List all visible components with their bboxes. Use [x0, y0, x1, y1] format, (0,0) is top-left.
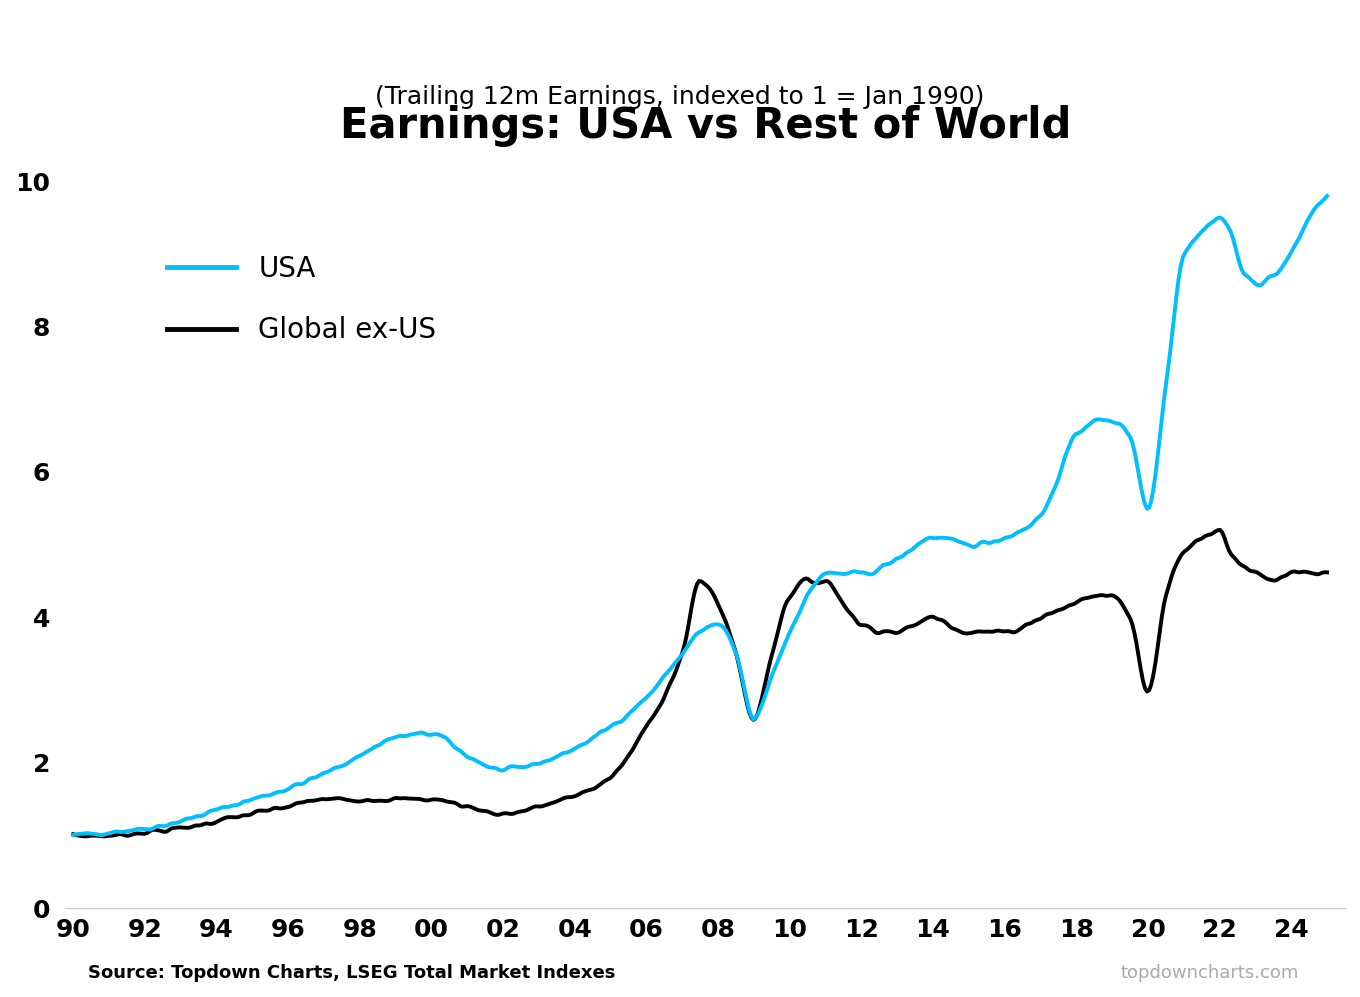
USA: [1012, 525, 1028, 537]
Global ex-US: [389, 792, 405, 804]
USA: [904, 543, 921, 555]
Global ex-US: [1319, 566, 1336, 578]
Text: Source: Topdown Charts, LSEG Total Market Indexes: Source: Topdown Charts, LSEG Total Marke…: [88, 964, 616, 982]
Text: topdowncharts.com: topdowncharts.com: [1121, 964, 1299, 982]
Legend: USA, Global ex-US: USA, Global ex-US: [155, 244, 447, 356]
Title: Earnings: USA vs Rest of World: Earnings: USA vs Rest of World: [340, 105, 1072, 147]
USA: [634, 695, 650, 707]
Global ex-US: [65, 829, 82, 840]
Line: USA: USA: [73, 196, 1327, 835]
Global ex-US: [1012, 624, 1028, 636]
USA: [65, 829, 82, 840]
USA: [288, 778, 305, 790]
Global ex-US: [904, 620, 921, 632]
USA: [1319, 190, 1336, 202]
Global ex-US: [288, 797, 305, 809]
Global ex-US: [634, 726, 650, 738]
Text: (Trailing 12m Earnings, indexed to 1 = Jan 1990): (Trailing 12m Earnings, indexed to 1 = J…: [375, 85, 985, 109]
Global ex-US: [806, 577, 823, 589]
Line: Global ex-US: Global ex-US: [73, 530, 1327, 836]
USA: [806, 579, 823, 591]
USA: [94, 830, 110, 841]
Global ex-US: [1212, 524, 1228, 536]
USA: [389, 731, 405, 743]
Global ex-US: [94, 831, 110, 842]
